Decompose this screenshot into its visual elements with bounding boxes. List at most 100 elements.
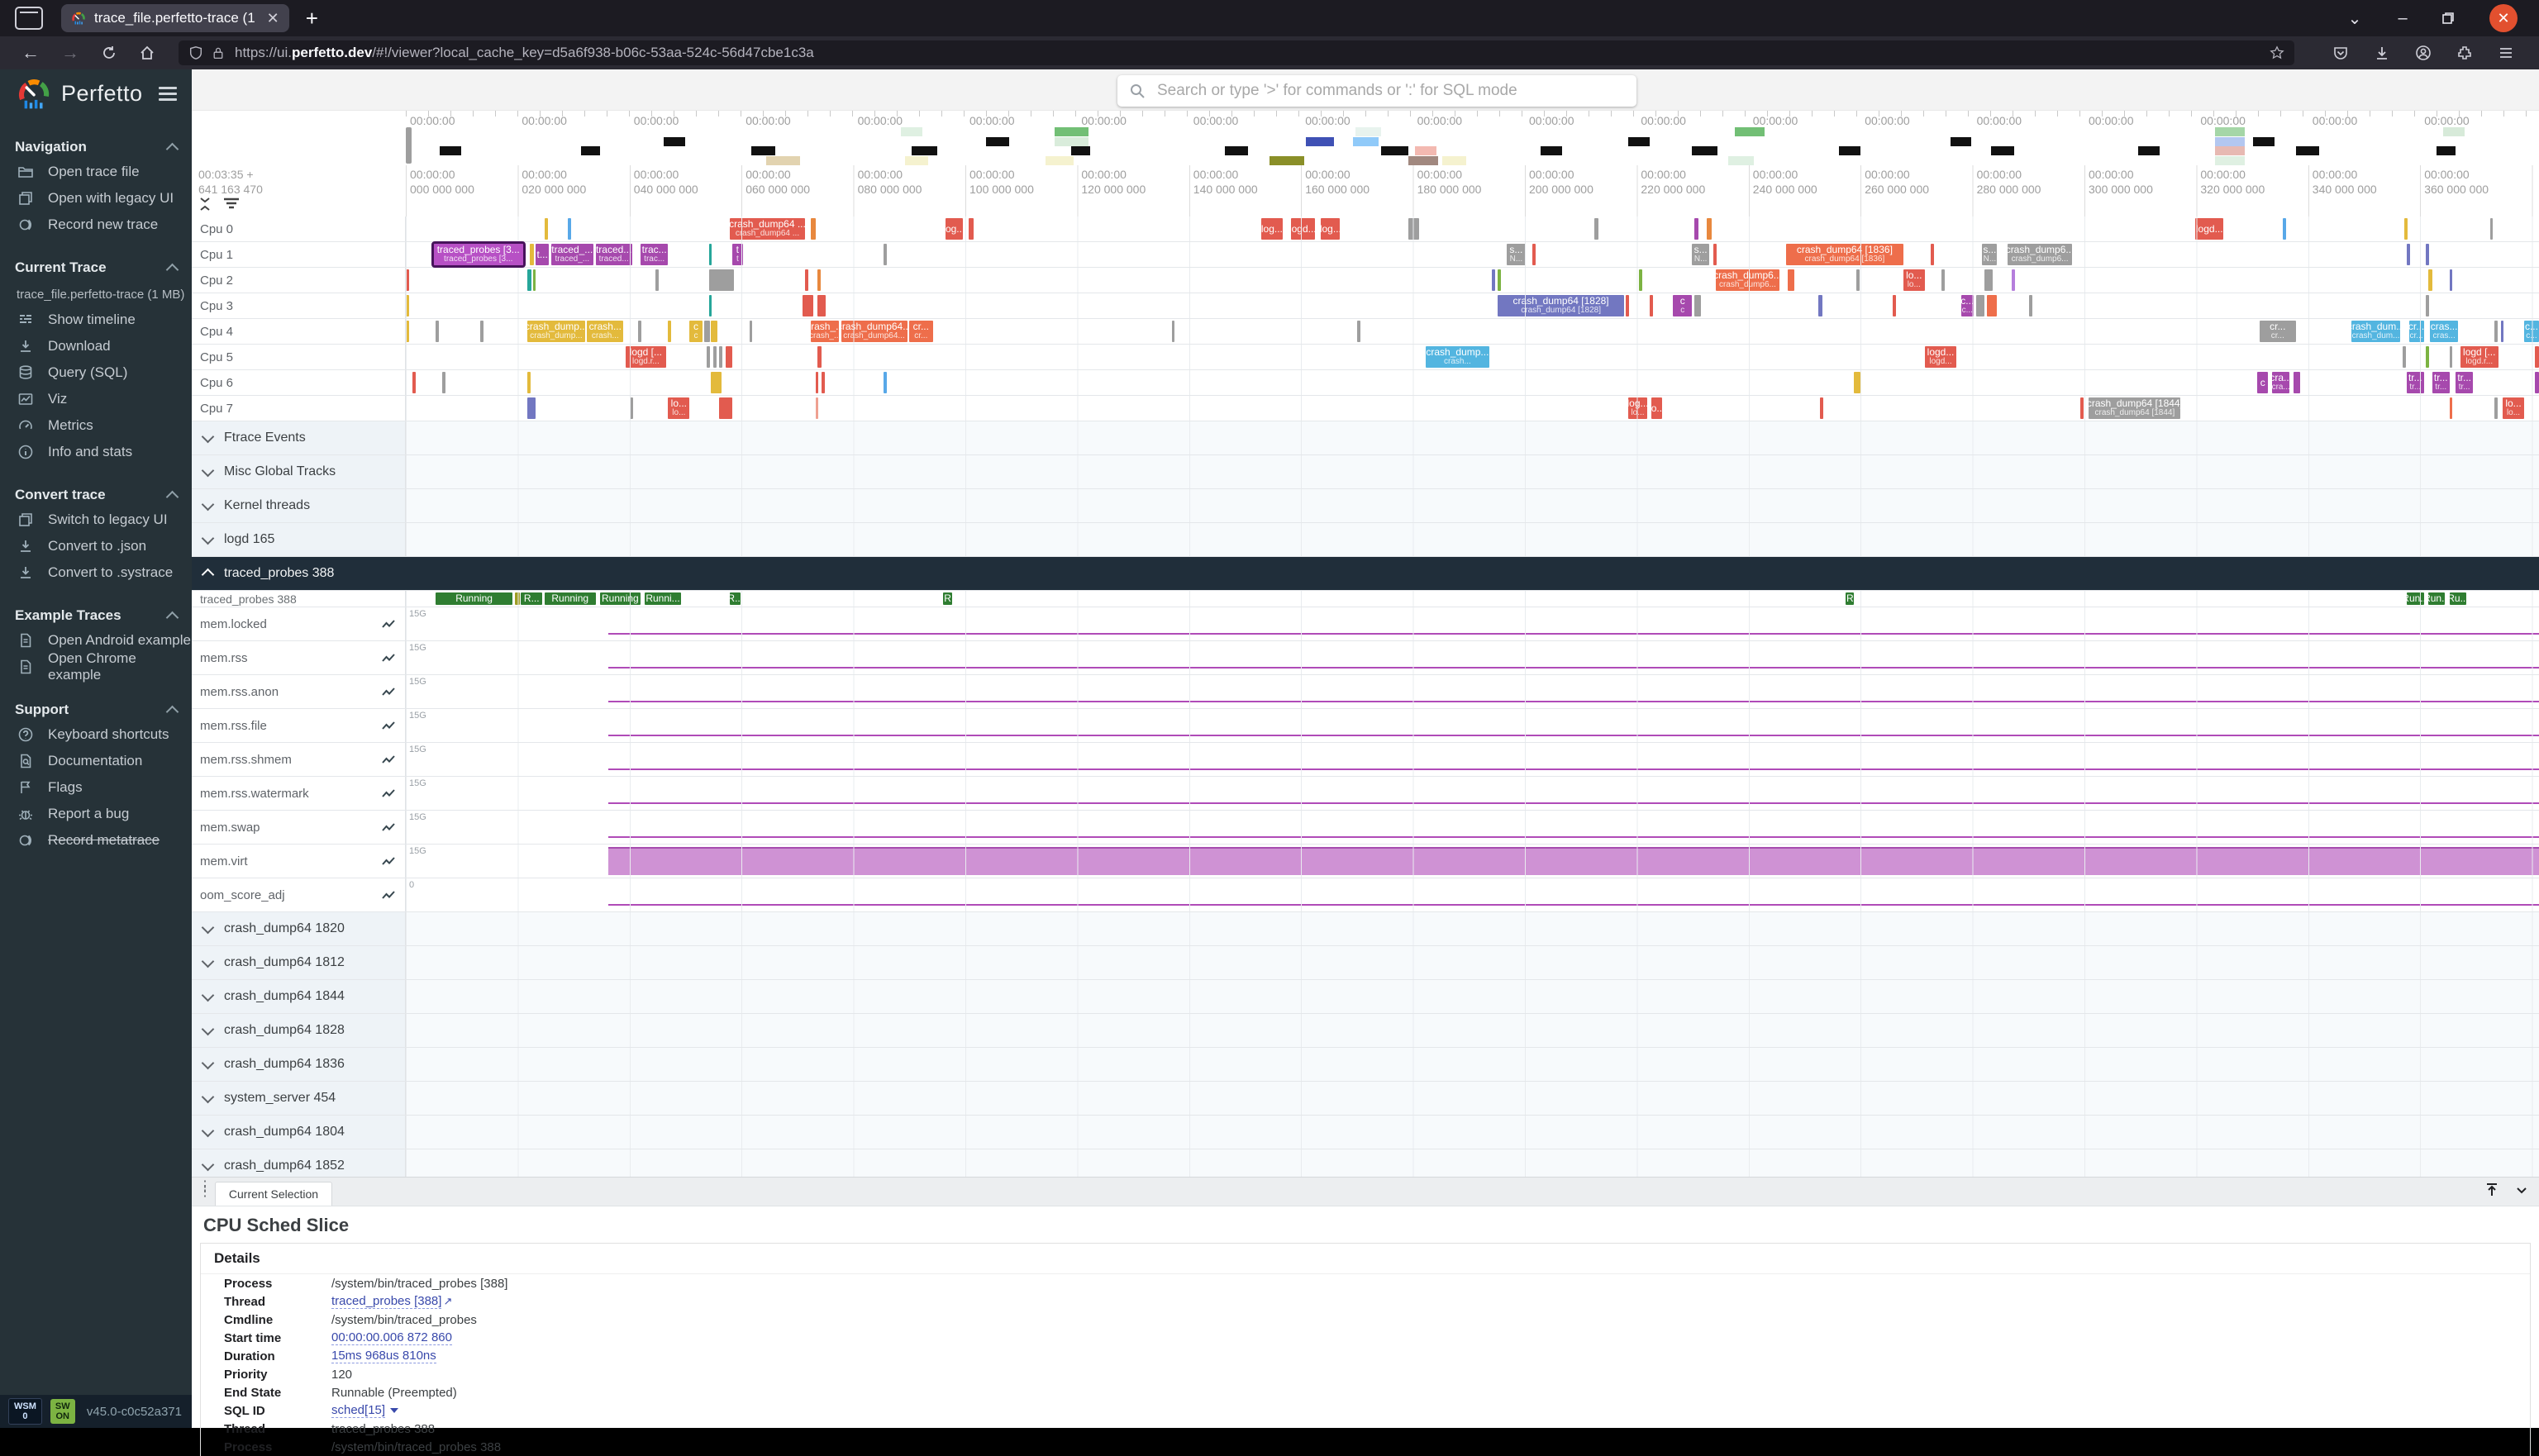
chevron-up-icon[interactable] — [201, 568, 215, 581]
track-name[interactable]: logd 165 — [192, 523, 406, 556]
track-timeline[interactable] — [406, 421, 2539, 454]
omnibox[interactable] — [1117, 75, 1636, 107]
group-header-traced_probes-388[interactable]: traced_probes 388 — [192, 557, 2539, 591]
track-timeline[interactable] — [406, 523, 2539, 556]
chevron-down-icon[interactable] — [201, 1158, 215, 1172]
track-timeline[interactable]: 15G — [406, 845, 2539, 878]
track-timeline[interactable]: 15G — [406, 675, 2539, 708]
browser-tab[interactable]: trace_file.perfetto-trace (1 ✕ — [61, 4, 289, 32]
chevron-down-icon[interactable] — [201, 1124, 215, 1138]
track-name[interactable]: traced_probes 388 — [192, 591, 406, 607]
new-tab-button[interactable]: + — [305, 5, 318, 31]
chevron-down-icon[interactable] — [201, 497, 215, 512]
track-timeline[interactable] — [406, 946, 2539, 979]
time-ruler[interactable]: 00:03:35 +641 163 470 00:00:00 000 000 0… — [192, 165, 2539, 217]
timeline-minimap[interactable] — [192, 126, 2539, 165]
chevron-down-icon[interactable] — [201, 1022, 215, 1036]
reload-icon[interactable] — [101, 45, 117, 61]
sidebar-item-convert-to-json[interactable]: Convert to .json — [0, 533, 192, 559]
sidebar-item-viz[interactable]: Viz — [0, 386, 192, 412]
track-timeline[interactable]: 15G — [406, 607, 2539, 640]
downloads-icon[interactable] — [2374, 45, 2390, 61]
search-input[interactable] — [1155, 81, 1625, 101]
section-collapse-icon[interactable] — [165, 611, 179, 624]
track-name[interactable]: mem.rss.anon — [192, 675, 406, 708]
track-timeline[interactable] — [406, 268, 2539, 293]
track-name[interactable]: mem.rss.watermark — [192, 777, 406, 810]
track-timeline[interactable] — [406, 1048, 2539, 1081]
sidebar-item-convert-to-systrace[interactable]: Convert to .systrace — [0, 559, 192, 586]
lock-icon[interactable] — [212, 45, 225, 60]
bookmark-star-icon[interactable] — [2270, 45, 2284, 60]
track-timeline[interactable] — [406, 242, 2539, 267]
tab-manager-icon[interactable] — [15, 7, 43, 30]
sidebar-item-download[interactable]: Download — [0, 333, 192, 359]
chevron-down-icon[interactable] — [201, 464, 215, 478]
track-name[interactable]: mem.rss.file — [192, 709, 406, 742]
pocket-icon[interactable] — [2332, 45, 2349, 61]
section-collapse-icon[interactable] — [165, 705, 179, 718]
extensions-icon[interactable] — [2456, 45, 2473, 61]
track-timeline[interactable] — [406, 216, 2539, 241]
window-restore-button[interactable] — [2441, 12, 2460, 25]
track-timeline[interactable]: 15G — [406, 641, 2539, 674]
track-name[interactable]: system_server 454 — [192, 1082, 406, 1115]
track-name[interactable]: mem.locked — [192, 607, 406, 640]
sidebar-section-title[interactable]: Convert trace — [15, 487, 179, 503]
sidebar-item-open-with-legacy-ui[interactable]: Open with legacy UI — [0, 185, 192, 212]
sidebar-menu-icon[interactable] — [159, 83, 177, 104]
track-name[interactable]: Cpu 6 — [192, 370, 406, 395]
track-timeline[interactable] — [406, 980, 2539, 1013]
track-name[interactable]: oom_score_adj — [192, 878, 406, 911]
chevron-down-icon[interactable] — [201, 531, 215, 545]
track-timeline[interactable] — [406, 455, 2539, 488]
track-name[interactable]: crash_dump64 1836 — [192, 1048, 406, 1081]
sql-id-dropdown-icon[interactable] — [390, 1408, 399, 1413]
track-name[interactable]: mem.swap — [192, 811, 406, 844]
chevron-down-icon[interactable] — [201, 921, 215, 935]
collapse-panel-icon[interactable] — [2514, 1182, 2529, 1197]
track-timeline[interactable] — [406, 1082, 2539, 1115]
track-name[interactable]: mem.virt — [192, 845, 406, 878]
track-timeline[interactable] — [406, 319, 2539, 344]
section-collapse-icon[interactable] — [165, 263, 179, 276]
sidebar-item-documentation[interactable]: Documentation — [0, 748, 192, 774]
sidebar-item-record-new-trace[interactable]: Record new trace — [0, 212, 192, 238]
details-value[interactable]: traced_probes [388] — [331, 1294, 442, 1309]
sidebar-section-title[interactable]: Current Trace — [15, 259, 179, 276]
track-name[interactable]: Cpu 0 — [192, 216, 406, 241]
sidebar-item-open-android-example[interactable]: Open Android example — [0, 627, 192, 654]
tab-current-selection[interactable]: Current Selection — [215, 1182, 332, 1206]
track-name[interactable]: Cpu 3 — [192, 293, 406, 318]
track-name[interactable]: mem.rss.shmem — [192, 743, 406, 776]
sidebar-item-switch-to-legacy-ui[interactable]: Switch to legacy UI — [0, 507, 192, 533]
forward-icon[interactable]: → — [61, 42, 79, 63]
window-close-button[interactable]: ✕ — [2489, 4, 2518, 32]
selected-slice[interactable]: traced_probes [3... traced_probes [3... — [431, 241, 526, 268]
track-timeline[interactable] — [406, 591, 2539, 607]
track-timeline[interactable] — [406, 489, 2539, 522]
sidebar-item-open-trace-file[interactable]: Open trace file — [0, 159, 192, 185]
track-timeline[interactable]: 15G — [406, 743, 2539, 776]
track-name[interactable]: mem.rss — [192, 641, 406, 674]
track-name[interactable]: Cpu 2 — [192, 268, 406, 293]
sidebar-section-title[interactable]: Support — [15, 702, 179, 718]
track-timeline[interactable] — [406, 370, 2539, 395]
chevron-down-icon[interactable] — [201, 954, 215, 968]
home-icon[interactable] — [139, 45, 155, 61]
track-name[interactable]: Cpu 4 — [192, 319, 406, 344]
window-minimize-button[interactable]: – — [2398, 8, 2408, 27]
track-timeline[interactable]: 15G — [406, 777, 2539, 810]
shield-icon[interactable] — [188, 45, 203, 60]
track-name[interactable]: Cpu 5 — [192, 345, 406, 369]
sidebar-section-title[interactable]: Navigation — [15, 139, 179, 155]
section-collapse-icon[interactable] — [165, 490, 179, 503]
url-bar[interactable]: https://ui.perfetto.dev/#!/viewer?local_… — [179, 40, 2294, 65]
track-timeline[interactable] — [406, 396, 2539, 421]
sidebar-item-flags[interactable]: Flags — [0, 774, 192, 801]
sidebar-item-report-a-bug[interactable]: Report a bug — [0, 801, 192, 827]
collapse-tracks-icon[interactable] — [198, 197, 212, 212]
track-name[interactable]: Ftrace Events — [192, 421, 406, 454]
track-timeline[interactable] — [406, 912, 2539, 945]
sidebar-item-show-timeline[interactable]: Show timeline — [0, 307, 192, 333]
